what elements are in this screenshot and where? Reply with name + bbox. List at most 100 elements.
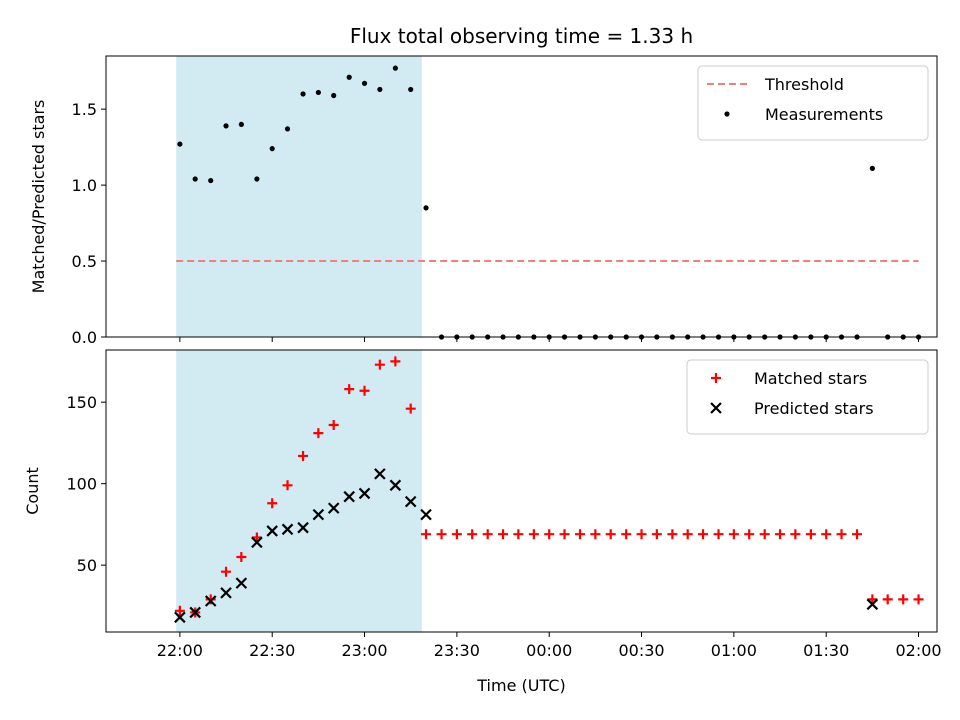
legend-swatch [711,373,721,383]
data-point [328,419,339,430]
data-point [408,86,414,93]
data-point [389,479,402,492]
x-tick-label: 23:30 [434,641,480,660]
data-point [821,529,832,540]
x-tick-label: 23:00 [341,641,387,660]
data-point [667,529,678,540]
data-point [313,428,324,439]
data-point [254,176,260,182]
data-point [404,495,417,508]
data-point [204,595,217,607]
data-point [682,529,693,540]
legend: Threshold Measurements [697,65,929,141]
legend: Matched stars Predicted stars [686,359,929,435]
series-measurements [177,65,922,340]
legend-label: Measurements [765,105,883,124]
data-point [192,176,198,182]
data-point [498,529,509,540]
bottom-panel: 50 100 150 22:00 22:30 23:00 23:30 00:00 00:30 01… [23,349,942,695]
data-point [374,468,386,480]
x-tick-label: 00:30 [618,641,664,660]
data-point [405,403,416,414]
top-panel: 0.0 0.5 1.0 1.5 Matched/Predicted stars Thres… [29,55,938,347]
data-point [651,529,662,540]
data-point [359,385,370,396]
data-point [713,529,724,540]
data-point [281,523,294,536]
data-point [636,529,647,540]
series-matched-stars [174,356,924,618]
data-point [177,141,183,147]
data-point [621,529,632,540]
data-point [266,525,278,537]
chart-title: Flux total observing time = 1.33 h [350,24,693,48]
data-point [513,529,524,540]
data-point [238,121,244,127]
data-point [221,566,232,577]
data-point [361,80,368,86]
data-point [805,529,816,540]
data-point [267,498,278,509]
data-point [698,529,709,540]
y-tick-label: 150 [66,393,97,412]
data-point [882,594,893,605]
x-tick-label: 01:30 [803,641,849,660]
data-point [869,165,875,171]
y-tick-label: 0.5 [72,252,97,271]
data-point [482,529,493,540]
data-point [867,594,878,605]
data-point [728,529,739,540]
y-axis-title: Count [23,467,42,515]
data-point [284,126,291,132]
data-point [327,502,340,514]
data-point [544,529,555,540]
observing-span [176,56,422,337]
y-tick-label: 0.0 [72,328,97,347]
x-tick-label: 22:00 [157,641,203,660]
data-point [744,529,755,540]
y-tick-label: 1.0 [72,176,97,195]
axes-frame [105,349,938,633]
y-tick-label: 100 [66,475,97,494]
data-point [282,480,293,491]
data-point [344,384,355,395]
data-point [605,529,616,540]
data-point [898,594,909,605]
x-tick-label: 02:00 [895,641,941,660]
data-point [235,577,248,589]
data-point [269,146,275,152]
y-tick-label: 50 [77,556,97,575]
legend-box [686,359,929,435]
data-point [451,529,462,540]
data-point [559,529,570,540]
data-point [392,65,398,71]
data-point [208,177,214,184]
data-point [312,508,325,521]
data-point [436,529,447,540]
data-point [836,529,847,540]
x-tick-label: 00:00 [526,641,572,660]
data-point [220,587,232,599]
x-tick-label: 01:00 [711,641,757,660]
data-point [189,606,201,619]
data-point [236,552,247,563]
data-point [866,598,879,611]
x-axis-title: Time (UTC) [476,676,565,695]
data-point [174,611,186,624]
data-point [251,532,262,543]
data-point [300,91,306,97]
x-tick-label: 22:30 [249,641,295,660]
legend-swatch [724,111,730,117]
axes-frame [105,55,938,338]
series-predicted-stars [174,468,879,624]
data-point [528,529,539,540]
legend-label: Matched stars [754,369,867,388]
data-point [346,74,352,80]
data-point [223,123,229,129]
legend-label: Threshold [764,75,844,94]
data-point [331,92,337,99]
data-point [358,487,371,500]
data-point [790,529,801,540]
observing-span [176,350,422,632]
